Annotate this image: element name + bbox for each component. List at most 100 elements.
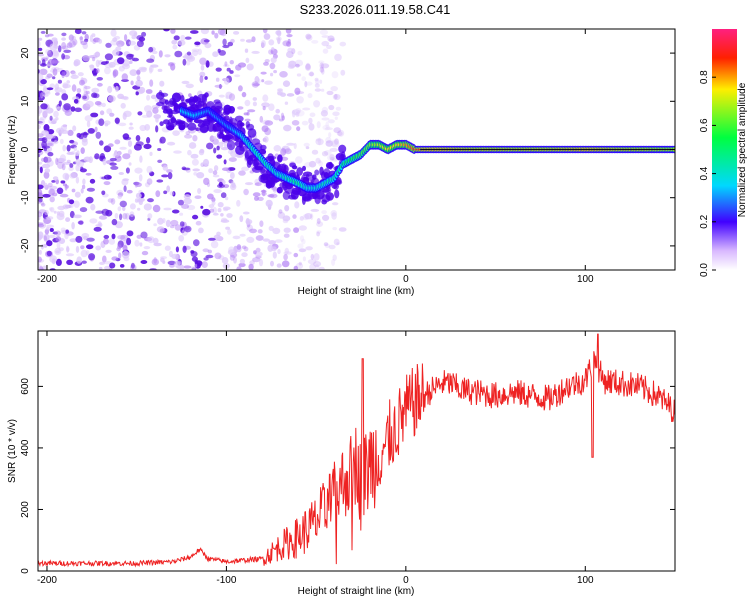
noise-blob	[112, 152, 120, 158]
noise-blob	[109, 112, 115, 117]
noise-blob	[211, 30, 215, 35]
noise-blob	[199, 75, 204, 83]
noise-blob	[310, 213, 314, 221]
noise-blob	[143, 143, 152, 150]
noise-blob	[38, 161, 43, 165]
noise-blob	[121, 251, 130, 259]
noise-blob	[75, 245, 80, 253]
noise-blob	[122, 245, 128, 252]
noise-blob	[231, 180, 235, 188]
noise-blob	[237, 62, 247, 68]
noise-blob	[273, 70, 277, 74]
noise-blob	[296, 73, 302, 77]
noise-blob	[255, 247, 261, 253]
noise-blob	[200, 64, 205, 71]
noise-blob	[38, 231, 44, 239]
noise-blob	[175, 246, 179, 253]
noise-blob	[259, 220, 264, 227]
noise-blob	[38, 211, 43, 218]
noise-blob	[280, 148, 287, 156]
noise-blob	[59, 193, 69, 198]
noise-blob	[183, 265, 192, 269]
noise-blob	[239, 233, 246, 237]
noise-blob	[316, 230, 322, 234]
noise-blob	[204, 76, 208, 80]
noise-blob	[261, 102, 270, 108]
noise-blob	[99, 140, 104, 146]
noise-blob	[288, 60, 297, 68]
noise-blob	[114, 150, 118, 157]
noise-blob	[241, 245, 247, 250]
noise-blob	[230, 172, 235, 179]
noise-blob	[229, 70, 234, 74]
noise-blob	[277, 88, 283, 92]
noise-blob	[65, 229, 69, 234]
noise-blob	[74, 191, 81, 198]
noise-blob	[185, 131, 191, 135]
noise-blob	[192, 168, 200, 172]
noise-blob	[119, 213, 123, 221]
noise-blob	[105, 209, 113, 217]
noise-blob	[59, 138, 64, 145]
noise-blob	[39, 116, 47, 120]
noise-blob	[66, 245, 70, 253]
noise-blob	[336, 131, 343, 137]
ridge-cluster-blob	[161, 105, 168, 111]
noise-blob	[149, 171, 155, 177]
noise-blob	[306, 34, 313, 41]
noise-blob	[61, 37, 66, 41]
noise-blob	[128, 40, 136, 46]
ridge-cluster-blob	[338, 144, 347, 154]
noise-blob	[43, 243, 48, 248]
ridge-cluster-blob	[167, 117, 178, 128]
noise-blob	[103, 145, 112, 153]
colorbar-tick-label: 0.0	[699, 263, 710, 277]
ridge-cluster-blob	[204, 92, 209, 98]
noise-blob	[294, 87, 301, 96]
noise-blob	[68, 199, 75, 205]
noise-blob	[137, 207, 141, 211]
noise-blob	[128, 60, 133, 64]
noise-blob	[320, 63, 330, 69]
noise-blob	[332, 227, 338, 231]
noise-blob	[86, 120, 91, 128]
noise-blob	[280, 92, 286, 97]
noise-blob	[314, 88, 322, 92]
noise-blob	[295, 108, 302, 114]
noise-blob	[45, 107, 54, 114]
noise-blob	[119, 264, 125, 268]
noise-blob	[44, 228, 50, 235]
noise-blob	[73, 60, 79, 67]
noise-blob	[275, 36, 282, 41]
noise-blob	[302, 256, 306, 262]
noise-blob	[85, 172, 92, 176]
noise-blob	[138, 200, 143, 206]
noise-blob	[163, 207, 172, 211]
noise-blob	[325, 136, 332, 144]
noise-blob	[121, 73, 128, 81]
noise-blob	[81, 232, 90, 239]
noise-blob	[123, 110, 132, 118]
noise-blob	[50, 207, 55, 213]
y-tick-label: 10	[20, 95, 31, 107]
noise-blob	[157, 159, 163, 163]
noise-blob	[114, 139, 121, 145]
noise-blob	[277, 37, 281, 45]
noise-blob	[264, 80, 273, 85]
noise-blob	[315, 138, 321, 142]
ridge-cluster-blob	[291, 165, 298, 170]
noise-blob	[150, 64, 159, 68]
noise-blob	[112, 37, 118, 42]
noise-blob	[321, 117, 330, 121]
noise-blob	[38, 222, 44, 226]
noise-blob	[322, 214, 330, 221]
noise-blob	[57, 161, 64, 169]
noise-blob	[105, 249, 112, 253]
noise-blob	[80, 147, 85, 155]
noise-blob	[165, 219, 171, 228]
noise-blob	[175, 264, 185, 269]
noise-blob	[85, 100, 94, 108]
noise-blob	[186, 204, 196, 211]
noise-blob	[92, 72, 97, 77]
noise-blob	[117, 194, 122, 199]
